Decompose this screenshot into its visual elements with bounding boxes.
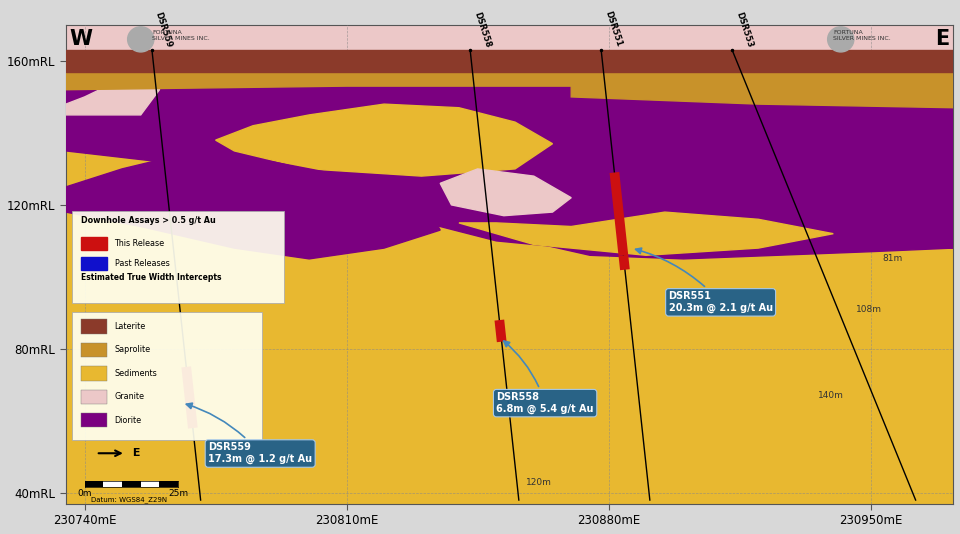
Text: Datum: WGS84_Z29N: Datum: WGS84_Z29N <box>91 497 168 503</box>
Text: Past Releases: Past Releases <box>114 259 169 268</box>
Polygon shape <box>81 413 107 427</box>
Text: DSR551
20.3m @ 2.1 g/t Au: DSR551 20.3m @ 2.1 g/t Au <box>636 248 773 313</box>
Text: Granite: Granite <box>114 392 145 401</box>
Polygon shape <box>66 151 441 259</box>
Polygon shape <box>571 72 953 108</box>
Polygon shape <box>81 343 107 357</box>
Text: 25m: 25m <box>168 489 188 498</box>
Text: E: E <box>935 28 949 49</box>
Text: Downhole Assays > 0.5 g/t Au: Downhole Assays > 0.5 g/t Au <box>81 216 216 225</box>
Text: DSR551: DSR551 <box>603 10 623 49</box>
Polygon shape <box>66 50 953 72</box>
Polygon shape <box>66 86 953 248</box>
Text: FORTUNA
SILVER MINES INC.: FORTUNA SILVER MINES INC. <box>152 30 209 41</box>
Polygon shape <box>66 72 953 504</box>
Polygon shape <box>441 169 571 216</box>
FancyBboxPatch shape <box>72 312 262 440</box>
FancyBboxPatch shape <box>72 211 284 303</box>
Text: DSR553: DSR553 <box>734 10 754 49</box>
Circle shape <box>128 27 154 52</box>
Text: 81m: 81m <box>882 254 902 263</box>
Polygon shape <box>66 72 953 90</box>
Polygon shape <box>81 319 107 334</box>
Polygon shape <box>66 25 953 504</box>
Polygon shape <box>122 481 141 486</box>
Polygon shape <box>84 481 104 486</box>
Text: Diorite: Diorite <box>114 415 142 425</box>
Text: 108m: 108m <box>855 305 881 314</box>
Text: 0m: 0m <box>78 489 92 498</box>
Polygon shape <box>459 212 833 255</box>
Polygon shape <box>66 79 159 115</box>
Polygon shape <box>141 481 159 486</box>
Text: DSR559: DSR559 <box>154 10 174 49</box>
Polygon shape <box>81 237 107 250</box>
Text: W: W <box>70 28 92 49</box>
Polygon shape <box>104 481 122 486</box>
Polygon shape <box>81 257 107 270</box>
Text: DSR559
17.3m @ 1.2 g/t Au: DSR559 17.3m @ 1.2 g/t Au <box>186 403 312 465</box>
Text: DSR558
6.8m @ 5.4 g/t Au: DSR558 6.8m @ 5.4 g/t Au <box>496 341 594 414</box>
Polygon shape <box>159 481 179 486</box>
Polygon shape <box>81 389 107 404</box>
Text: Saprolite: Saprolite <box>114 345 151 355</box>
Circle shape <box>828 27 853 52</box>
Text: Laterite: Laterite <box>114 322 146 331</box>
Text: Estimated True Width Intercepts: Estimated True Width Intercepts <box>81 273 222 282</box>
Text: FORTUNA
SILVER MINES INC.: FORTUNA SILVER MINES INC. <box>833 30 891 41</box>
Polygon shape <box>81 366 107 381</box>
Text: Sediments: Sediments <box>114 369 157 378</box>
Text: DSR558: DSR558 <box>472 10 492 49</box>
Polygon shape <box>216 104 553 176</box>
Text: 120m: 120m <box>526 477 552 486</box>
Polygon shape <box>496 230 953 259</box>
Text: This Release: This Release <box>114 239 165 248</box>
Text: E: E <box>130 448 141 458</box>
Text: 140m: 140m <box>818 391 844 400</box>
